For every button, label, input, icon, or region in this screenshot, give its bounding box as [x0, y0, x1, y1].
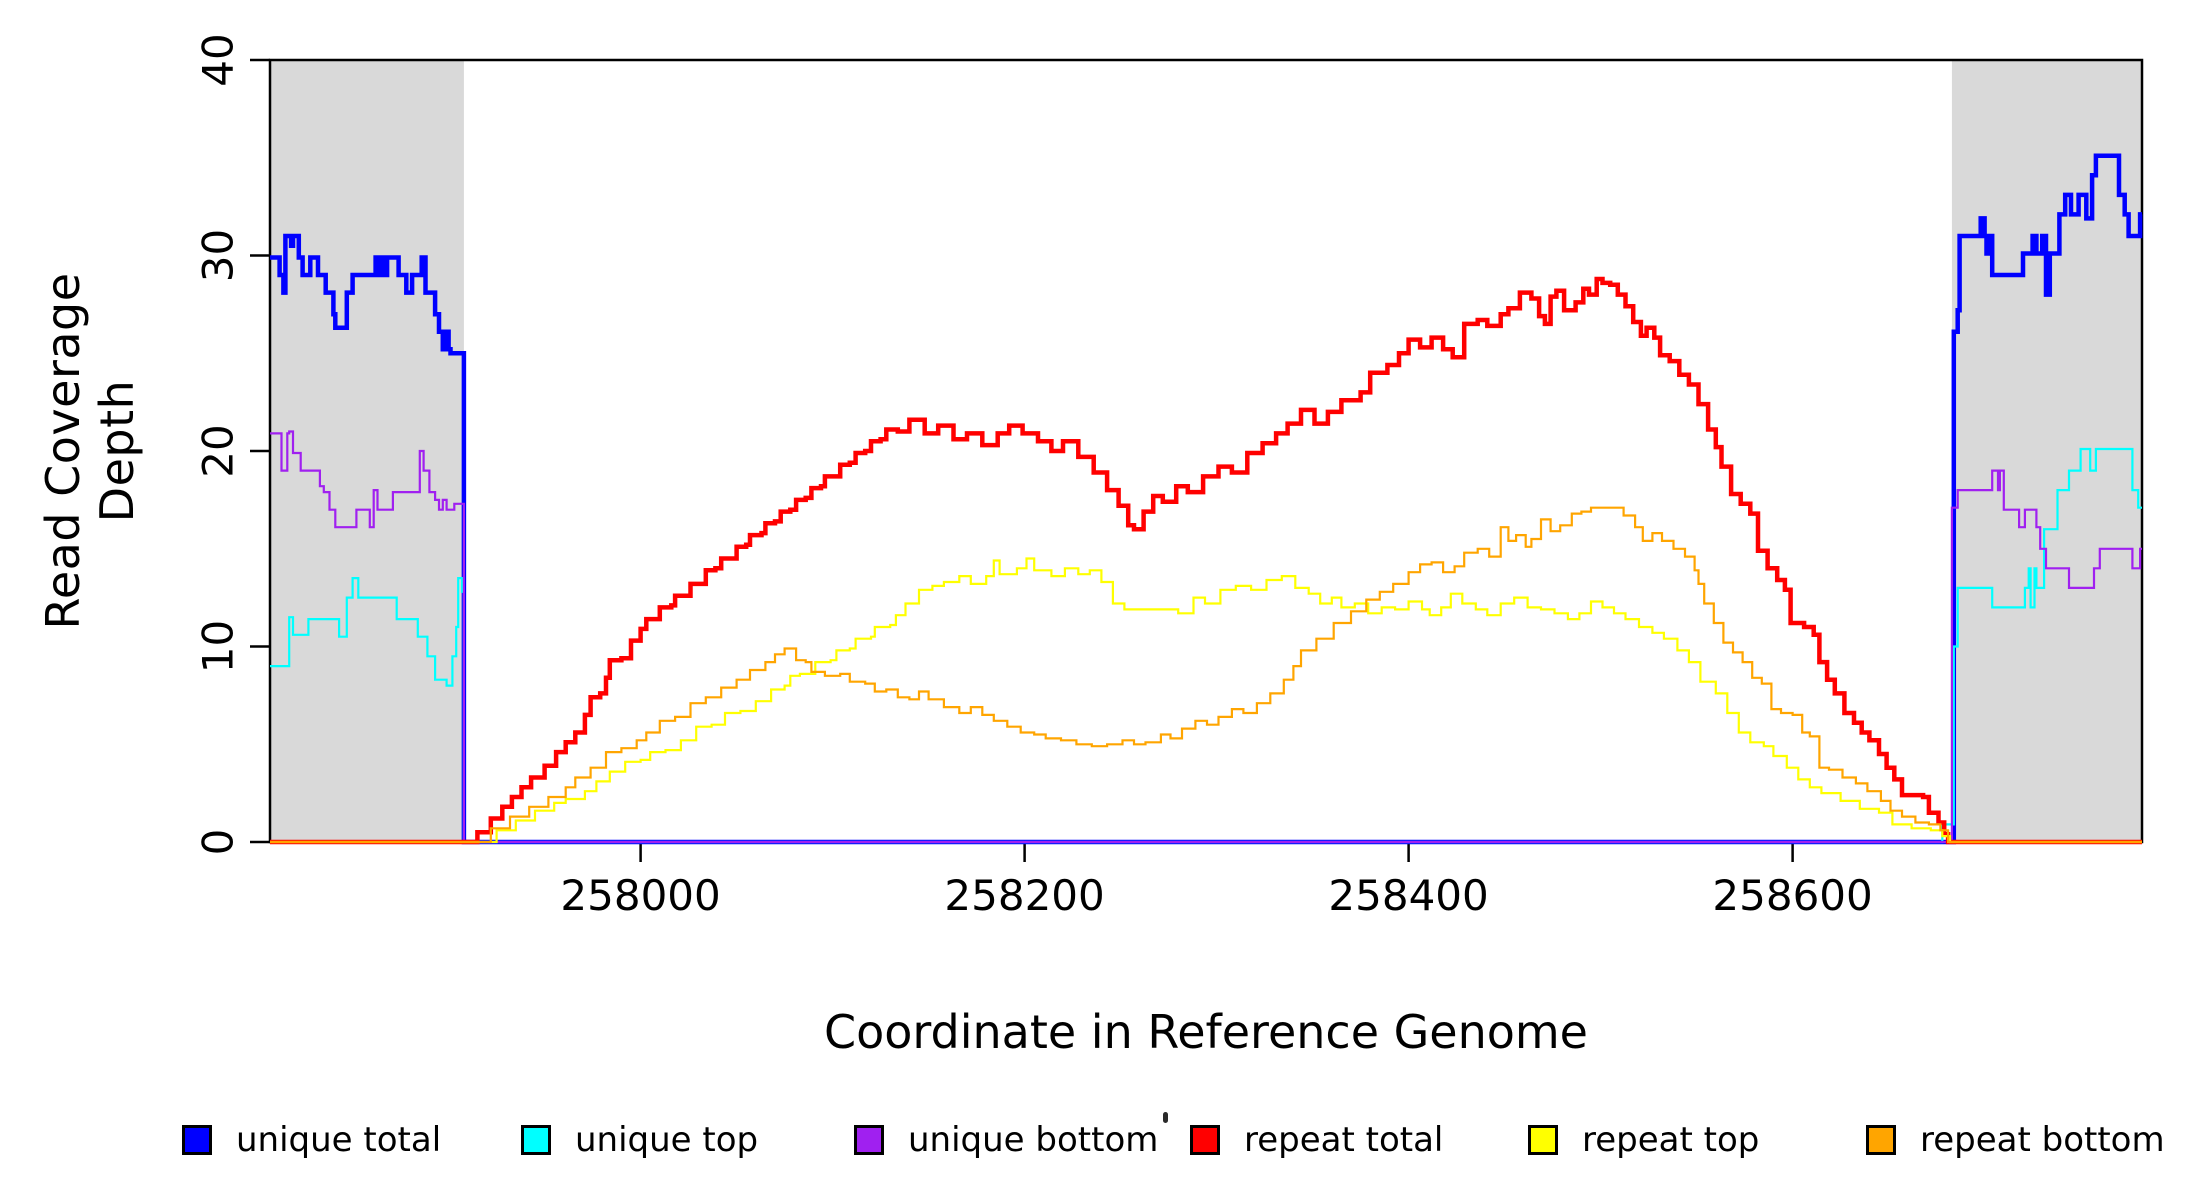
legend-item-label: unique top [575, 1120, 759, 1160]
y-tick-label: 10 [194, 620, 243, 673]
legend-swatch-icon [521, 1125, 551, 1155]
y-tick-label: 20 [194, 424, 243, 477]
x-tick-label: 258600 [1712, 871, 1872, 920]
legend-item-unique-bottom: unique bottom [854, 1108, 1158, 1172]
legend-item-unique-total: unique total [182, 1108, 441, 1172]
legend-item-repeat-total: repeat total [1190, 1108, 1443, 1172]
shaded-region-1 [270, 60, 464, 842]
legend-artifact-dot [1163, 1112, 1168, 1123]
legend-item-label: unique total [236, 1120, 442, 1160]
legend-swatch-icon [1190, 1125, 1220, 1155]
series-repeat-bottom [270, 506, 2142, 844]
y-axis-title: Read Coverage Depth [36, 272, 144, 630]
y-tick-label: 40 [194, 33, 243, 86]
x-tick-label: 258200 [944, 871, 1104, 920]
y-tick-label: 30 [194, 229, 243, 282]
series-repeat-total [270, 276, 2142, 845]
legend-swatch-icon [854, 1125, 884, 1155]
legend-item-label: unique bottom [908, 1120, 1159, 1160]
series-unique-total [270, 153, 2143, 845]
series-repeat-top [270, 557, 2142, 844]
legend-item-label: repeat total [1244, 1120, 1444, 1160]
x-tick-label: 258400 [1328, 871, 1488, 920]
legend-item-label: repeat bottom [1920, 1120, 2165, 1160]
legend-item-label: repeat top [1582, 1120, 1760, 1160]
legend-item-unique-top: unique top [521, 1108, 758, 1172]
y-tick-label: 0 [194, 829, 243, 856]
legend-swatch-icon [1866, 1125, 1896, 1155]
chart-legend: unique total unique top unique bottom re… [0, 1108, 2200, 1178]
x-axis-title: Coordinate in Reference Genome [824, 1005, 1588, 1059]
legend-item-repeat-bottom: repeat bottom [1866, 1108, 2165, 1172]
series-unique-bottom [270, 430, 2142, 844]
legend-swatch-icon [182, 1125, 212, 1155]
legend-item-repeat-top: repeat top [1528, 1108, 1759, 1172]
shaded-region-2 [1951, 60, 2142, 842]
legend-swatch-icon [1528, 1125, 1558, 1155]
x-tick-label: 258000 [560, 871, 720, 920]
